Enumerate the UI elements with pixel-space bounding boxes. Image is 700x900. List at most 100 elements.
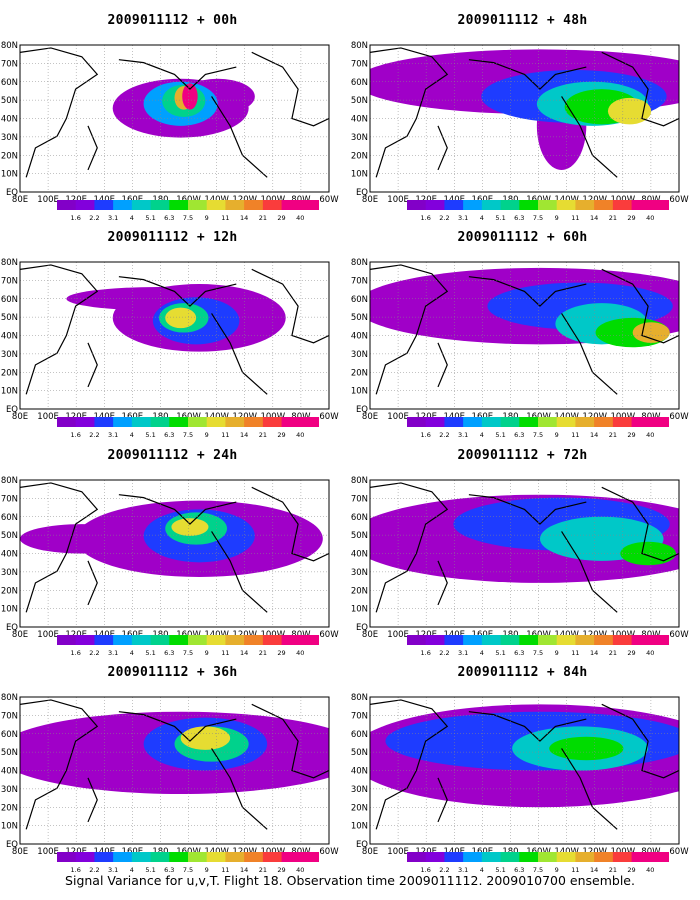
- map-panel: 2009011112 + 84h80E100E120E140E160E18016…: [350, 657, 695, 877]
- colorbar-swatch: [500, 200, 520, 210]
- colorbar-swatch: [594, 635, 614, 645]
- y-tick-label: 40N: [1, 332, 18, 342]
- colorbar-swatch: [594, 200, 614, 210]
- colorbar-label: 2.2: [439, 649, 449, 657]
- colorbar-label: 7.5: [533, 866, 543, 874]
- colorbar-label: 3.1: [458, 431, 468, 439]
- y-tick-label: EQ: [356, 405, 368, 415]
- colorbar-swatch: [206, 417, 226, 427]
- colorbar-swatch: [131, 635, 152, 645]
- colorbar-swatch: [575, 635, 595, 645]
- colorbar-label: 29: [277, 431, 285, 439]
- y-tick-label: 10N: [1, 605, 18, 615]
- colorbar-swatch: [281, 417, 301, 427]
- x-tick-label: 100E: [387, 630, 409, 640]
- colorbar-label: 2.2: [89, 649, 99, 657]
- y-tick-label: EQ: [6, 188, 18, 198]
- colorbar-label: 40: [296, 649, 304, 657]
- colorbar: 1.6 2.2 3.1 4 5.1 6.3 7.5 9 11 14 21 29 40: [407, 200, 669, 222]
- map-plot: 80E100E120E140E160E180160W140W120W100W80…: [351, 258, 689, 422]
- map-plot: 80E100E120E140E160E180160W140W120W100W80…: [1, 258, 339, 422]
- colorbar-swatch: [407, 852, 427, 862]
- variance-contour: [620, 541, 676, 566]
- variance-contour: [180, 726, 231, 750]
- colorbar-label: 1.6: [71, 649, 81, 657]
- y-tick-label: 80N: [351, 693, 368, 703]
- x-tick-label: 60W: [669, 630, 689, 640]
- colorbar-swatch: [113, 200, 133, 210]
- colorbar-label: 40: [296, 214, 304, 222]
- colorbar-swatch: [631, 200, 651, 210]
- y-tick-label: 80N: [1, 41, 18, 51]
- colorbar-label: 11: [571, 866, 579, 874]
- colorbar-swatch: [262, 200, 283, 210]
- colorbar-swatch: [57, 200, 77, 210]
- colorbar-label: 40: [296, 866, 304, 874]
- colorbar-label: 1.6: [71, 866, 81, 874]
- colorbar-label: 14: [590, 649, 598, 657]
- x-tick-label: 80E: [12, 412, 28, 422]
- y-tick-label: 40N: [1, 767, 18, 777]
- colorbar-label: 2.2: [439, 866, 449, 874]
- y-tick-label: 60N: [1, 78, 18, 88]
- y-tick-label: 70N: [1, 494, 18, 504]
- colorbar-swatch: [519, 200, 539, 210]
- colorbar-label: 29: [627, 214, 635, 222]
- colorbar-swatch: [300, 852, 319, 862]
- y-tick-label: 10N: [351, 822, 368, 832]
- y-tick-label: 10N: [1, 170, 18, 180]
- colorbar: 1.6 2.2 3.1 4 5.1 6.3 7.5 9 11 14 21 29 40: [407, 852, 669, 874]
- map-plot: 80E100E120E140E160E180160W140W120W100W80…: [351, 41, 689, 205]
- colorbar-swatch: [425, 635, 445, 645]
- colorbar-label: 11: [221, 649, 229, 657]
- colorbar-label: 1.6: [421, 649, 431, 657]
- x-tick-label: 80E: [362, 630, 378, 640]
- colorbar-label: 6.3: [514, 431, 524, 439]
- colorbar-label: 3.1: [108, 866, 118, 874]
- colorbar-label: 29: [277, 866, 285, 874]
- colorbar-swatch: [444, 417, 464, 427]
- y-tick-label: 20N: [1, 803, 18, 813]
- map-panel: 2009011112 + 12h80E100E120E140E160E18016…: [0, 222, 345, 442]
- colorbar-swatch: [650, 635, 669, 645]
- colorbar-label: 9: [555, 214, 559, 222]
- colorbar-swatch: [131, 852, 152, 862]
- colorbar-swatch: [407, 417, 427, 427]
- colorbar-swatch: [281, 852, 301, 862]
- map-frame: [19, 479, 330, 628]
- y-tick-label: 60N: [1, 295, 18, 305]
- colorbar-swatch: [300, 200, 319, 210]
- x-tick-label: 100E: [387, 847, 409, 857]
- map-frame: [369, 261, 680, 410]
- y-tick-label: 60N: [351, 730, 368, 740]
- colorbar-label: 29: [627, 431, 635, 439]
- colorbar: 1.6 2.2 3.1 4 5.1 6.3 7.5 9 11 14 21 29 40: [57, 417, 319, 439]
- y-tick-label: 30N: [1, 133, 18, 143]
- y-tick-label: 30N: [1, 350, 18, 360]
- colorbar-label: 14: [240, 431, 248, 439]
- colorbar-label: 2.2: [89, 214, 99, 222]
- colorbar-swatch: [113, 635, 133, 645]
- variance-contour: [165, 307, 197, 329]
- colorbar-swatch: [150, 852, 170, 862]
- x-tick-label: 60W: [319, 847, 339, 857]
- colorbar-label: 2.2: [439, 431, 449, 439]
- colorbar-swatch: [425, 852, 445, 862]
- colorbar-swatch: [612, 200, 633, 210]
- colorbar-label: 1.6: [71, 214, 81, 222]
- colorbar-swatch: [650, 852, 669, 862]
- colorbar-swatch: [57, 417, 77, 427]
- colorbar-swatch: [225, 200, 245, 210]
- colorbar-label: 11: [571, 431, 579, 439]
- colorbar-label: 40: [296, 431, 304, 439]
- colorbar-swatch: [94, 852, 114, 862]
- colorbar-label: 21: [259, 649, 267, 657]
- y-tick-label: EQ: [356, 623, 368, 633]
- colorbar-swatch: [150, 200, 170, 210]
- y-tick-label: 70N: [351, 59, 368, 69]
- y-tick-label: 50N: [1, 96, 18, 106]
- y-tick-label: 20N: [1, 151, 18, 161]
- colorbar-swatch: [169, 200, 189, 210]
- colorbar-swatch: [538, 200, 558, 210]
- colorbar-swatch: [463, 200, 483, 210]
